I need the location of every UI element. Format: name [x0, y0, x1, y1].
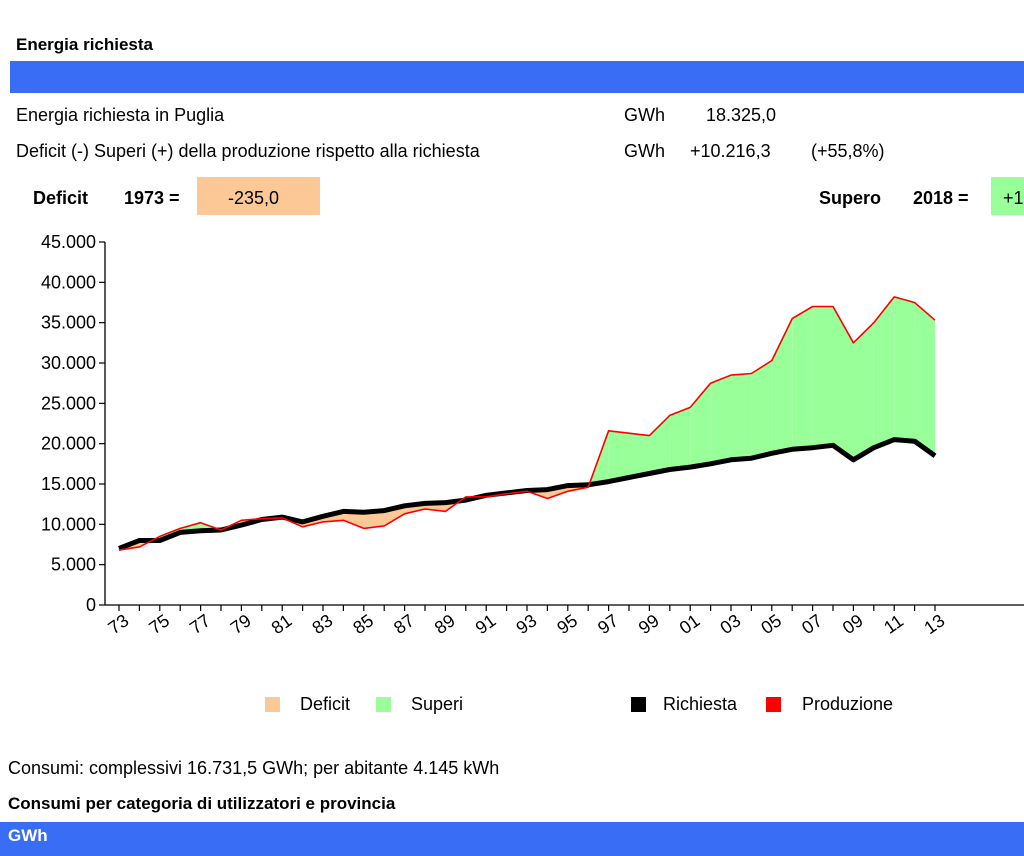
y-tick-label: 40.000 [41, 272, 96, 292]
max-surplus-value: +1 [1003, 188, 1024, 208]
legend-superi-label: Superi [411, 694, 464, 714]
richiesta-label: Energia richiesta in Puglia [16, 105, 225, 125]
surplus-area [833, 306, 854, 460]
x-tick-label: 01 [676, 610, 704, 638]
max-surplus-year: 2018 = [913, 188, 969, 208]
surplus-area [751, 360, 772, 459]
surplus-area [771, 318, 793, 454]
x-tick-label: 93 [512, 610, 540, 638]
section-header-bar [10, 61, 1024, 93]
x-tick-label: 99 [635, 610, 663, 638]
x-tick-label: 07 [798, 610, 826, 638]
y-tick-label: 10.000 [41, 514, 96, 534]
richiesta-value: 18.325,0 [706, 105, 777, 125]
surplus-area [608, 430, 629, 482]
surplus-area [669, 407, 691, 470]
legend-richiesta-label: Richiesta [663, 694, 738, 714]
surplus-area [873, 296, 895, 448]
surplus-area [792, 306, 813, 450]
legend-deficit-swatch [265, 697, 280, 712]
section-title: Energia richiesta [16, 35, 154, 54]
x-tick-label: 77 [186, 610, 214, 638]
series-lines [118, 296, 937, 551]
x-tick-label: 83 [308, 610, 336, 638]
y-tick-label: 20.000 [41, 434, 96, 454]
surplus-area [629, 433, 650, 478]
x-tick-label: 89 [431, 610, 459, 638]
y-tick-label: 35.000 [41, 313, 96, 333]
y-tick-label: 25.000 [41, 393, 96, 413]
x-tick-label: 95 [553, 610, 581, 638]
max-deficit-box [197, 177, 320, 215]
x-tick-label: 73 [104, 610, 132, 638]
legend-richiesta-swatch [631, 697, 646, 712]
x-tick-label: 81 [268, 610, 296, 638]
max-surplus-box [991, 177, 1024, 215]
energy-chart: 0 5.000 10.000 15.000 20.000 25.000 30.000 35.0… [41, 232, 1024, 638]
consumi-header-bar [0, 822, 1024, 856]
fill-areas [119, 296, 935, 551]
deficit-superi-unit: GWh [624, 141, 666, 161]
y-tick-label: 5.000 [51, 555, 96, 575]
x-tick-label: 03 [716, 610, 744, 638]
surplus-area [710, 375, 731, 464]
surplus-area [894, 296, 915, 442]
legend-deficit-label: Deficit [300, 694, 351, 714]
x-tick-label: 11 [880, 611, 907, 638]
deficit-area [343, 511, 364, 529]
legend-produzione-swatch [766, 697, 781, 712]
x-tick-label: 91 [472, 610, 500, 638]
max-deficit-year: 1973 = [124, 188, 180, 208]
produzione-line [118, 296, 936, 551]
deficit-superi-value: +10.216,3 [690, 141, 771, 161]
surplus-area [812, 306, 833, 448]
surplus-area [853, 322, 874, 460]
surplus-area [690, 383, 711, 468]
surplus-area [731, 373, 752, 460]
x-tick-label: 85 [349, 610, 377, 638]
x-tick-label: 75 [145, 610, 173, 638]
consumi-summary: Consumi: complessivi 16.731,5 GWh; per a… [8, 758, 500, 778]
max-deficit-label: Deficit [33, 188, 89, 208]
deficit-superi-percent: (+55,8%) [811, 141, 885, 161]
x-tick-label: 13 [920, 610, 948, 638]
max-surplus-label: Supero [819, 188, 882, 208]
x-tick-label: 87 [390, 610, 418, 638]
x-tick-label: 97 [594, 610, 622, 638]
y-tick-label: 0 [86, 595, 96, 615]
y-tick-label: 45.000 [41, 232, 96, 252]
richiesta-line [118, 437, 937, 551]
deficit-area [363, 510, 385, 529]
deficit-superi-label: Deficit (-) Superi (+) della produzione … [16, 141, 480, 161]
consumi-section-title: Consumi per categoria di utilizzatori e … [8, 794, 396, 813]
surplus-area [914, 302, 935, 456]
y-tick-label: 15.000 [41, 474, 96, 494]
max-deficit-value: -235,0 [228, 188, 280, 208]
richiesta-unit: GWh [624, 105, 666, 125]
consumi-header-unit: GWh [8, 826, 48, 845]
legend-produzione-label: Produzione [802, 694, 894, 714]
chart-axes [99, 241, 1024, 611]
y-tick-label: 30.000 [41, 353, 96, 373]
x-tick-label: 09 [839, 610, 867, 638]
x-tick-label: 05 [757, 610, 785, 638]
x-tick-labels: 73 75 77 79 81 83 85 87 89 91 93 95 97 99 01 03 05 07 09 11… [104, 610, 948, 638]
surplus-area [649, 415, 670, 474]
x-tick-label: 79 [227, 610, 255, 638]
y-tick-labels: 0 5.000 10.000 15.000 20.000 25.000 30.000 35.0… [41, 232, 96, 615]
legend-superi-swatch [376, 697, 391, 712]
